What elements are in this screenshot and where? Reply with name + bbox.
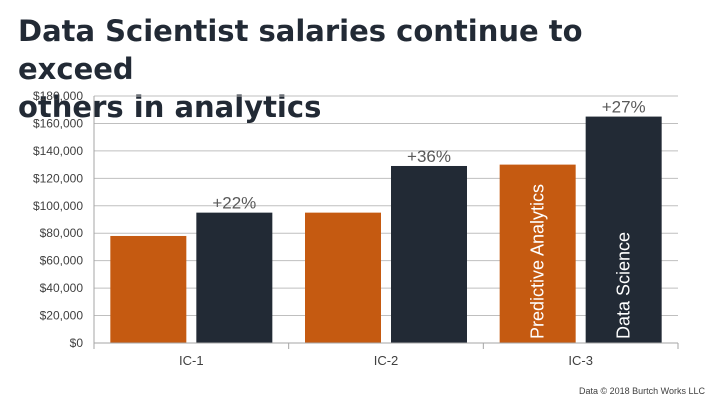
axes — [93, 96, 679, 349]
chart-title: Data Scientist salaries continue to exce… — [18, 12, 708, 126]
percent-increase-label: +22% — [212, 194, 256, 213]
percent-increase-label: +36% — [407, 147, 451, 166]
x-tick-label: IC-2 — [374, 353, 399, 368]
y-axis-tick-labels: $0 $20,000 $40,000 $60,000 $80,000 $100,000 $1… — [33, 89, 83, 350]
y-tick-label: $60,000 — [40, 254, 84, 268]
source-footer: Data © 2018 Burtch Works LLC — [578, 386, 705, 396]
y-tick-label: $0 — [70, 336, 84, 350]
gridlines — [94, 95, 678, 317]
bar-predictive-analytics-ic-1 — [110, 235, 187, 343]
percent-increase-label: +27% — [602, 98, 646, 117]
x-tick-label: IC-3 — [568, 353, 593, 368]
y-tick-label: $80,000 — [40, 226, 84, 240]
chart-title-line-1: Data Scientist salaries continue to exce… — [18, 14, 583, 86]
y-tick-label: $100,000 — [33, 199, 83, 213]
in-bar-series-labels: Predictive Analytics Data Science — [528, 184, 634, 339]
y-tick-label: $40,000 — [40, 281, 84, 295]
y-tick-label: $160,000 — [33, 116, 83, 130]
y-tick-label: $180,000 — [33, 89, 83, 103]
series-label: Predictive Analytics — [528, 184, 548, 339]
bars — [110, 116, 662, 343]
x-tick-label: IC-1 — [179, 353, 204, 368]
y-tick-label: $140,000 — [33, 144, 83, 158]
bar-data-science-ic-1 — [196, 212, 273, 343]
bar-data-science-ic-3 — [585, 116, 662, 343]
x-axis-tick-labels: IC-1 IC-2 IC-3 — [179, 353, 593, 368]
y-tick-label: $120,000 — [33, 171, 83, 185]
bar-predictive-analytics-ic-2 — [305, 212, 381, 343]
bar-data-science-ic-2 — [391, 165, 467, 343]
y-tick-label: $20,000 — [40, 309, 84, 323]
bar-predictive-analytics-ic-3 — [499, 164, 576, 343]
annotations: +22% +36% +27% — [212, 98, 645, 213]
series-label: Data Science — [614, 232, 634, 339]
